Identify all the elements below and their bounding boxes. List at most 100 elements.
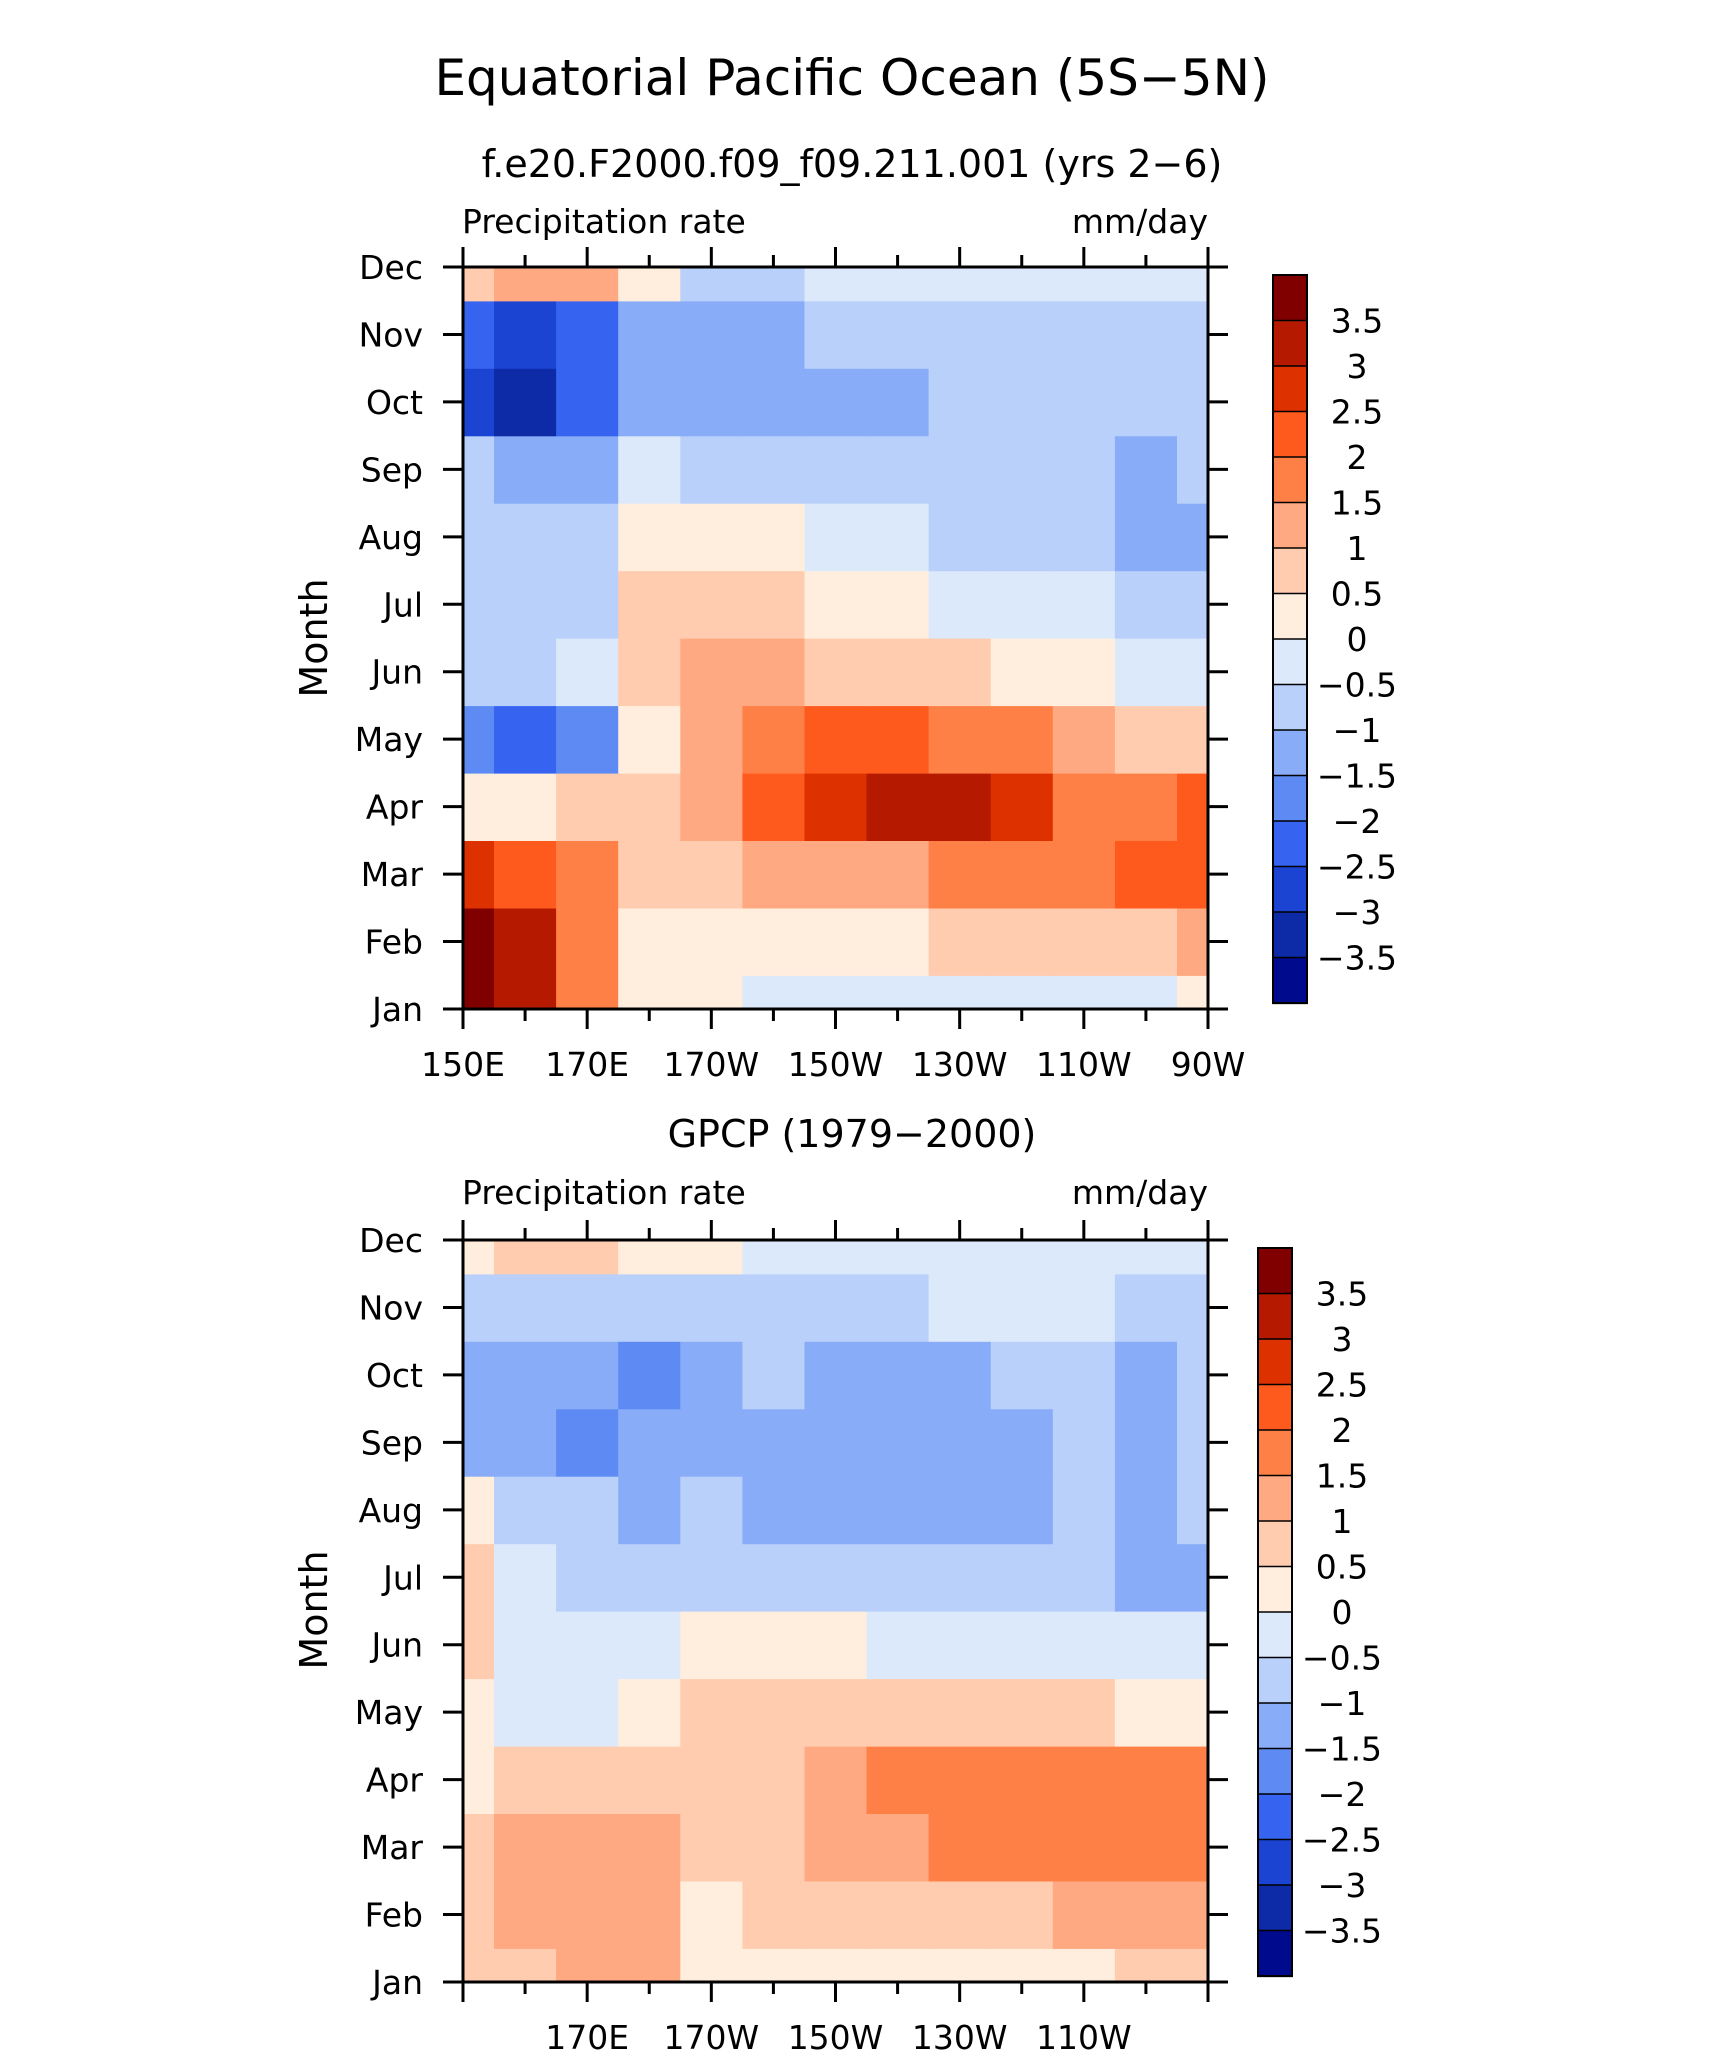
heatmap-cell (804, 840, 868, 909)
y-tick-label: Feb (365, 923, 423, 962)
heatmap-cell (1052, 1813, 1116, 1882)
heatmap-cell (680, 1678, 743, 1747)
colorbar-label: −3.5 (1302, 1912, 1382, 1951)
heatmap-cell (866, 1408, 930, 1477)
heatmap-cell (618, 975, 681, 1009)
heatmap-cell (866, 300, 930, 369)
heatmap-cell (680, 1476, 743, 1545)
heatmap-cell (1052, 1408, 1116, 1477)
heatmap-cell (742, 840, 806, 909)
colorbar-swatch (1257, 1929, 1293, 1978)
x-tick-label: 170W (664, 1045, 760, 1084)
heatmap-cell (742, 1341, 806, 1410)
heatmap-cell (866, 1476, 930, 1545)
heatmap-cell (1177, 300, 1208, 369)
y-tick-label: Oct (366, 1356, 423, 1395)
x-tick-label: 150E (421, 1045, 505, 1084)
heatmap-cell (463, 772, 495, 841)
heatmap-cell (990, 570, 1054, 639)
heatmap-cell (463, 1273, 495, 1342)
y-tick-label: Jul (381, 585, 423, 624)
heatmap-cell (742, 1240, 806, 1275)
heatmap-cell (866, 975, 930, 1009)
heatmap-cell (1052, 1273, 1116, 1342)
heatmap-cell (1177, 1813, 1208, 1882)
heatmap-cell (618, 907, 681, 976)
y-tick-label: Jan (370, 1963, 423, 2002)
y-tick-label: Aug (359, 1491, 423, 1530)
heatmap-cell (494, 1543, 557, 1612)
colorbar-label: 2.5 (1316, 1366, 1368, 1405)
colorbar-swatch (1272, 319, 1308, 368)
heatmap-cell (680, 772, 743, 841)
heatmap-cell (618, 267, 681, 302)
colorbar-label: 1.5 (1316, 1457, 1368, 1496)
heatmap-cell (866, 638, 930, 707)
heatmap-cell (1177, 975, 1208, 1009)
colorbar-label: −1 (1318, 1684, 1367, 1723)
colorbar-label: 1.5 (1331, 484, 1383, 523)
heatmap-cell (1052, 1745, 1116, 1814)
heatmap-cell (1114, 638, 1178, 707)
heatmap-cell (556, 1476, 619, 1545)
heatmap-cell (618, 570, 681, 639)
x-tick-label: 90W (1171, 1045, 1246, 1084)
heatmap-cell (1177, 1745, 1208, 1814)
heatmap-cell (494, 1476, 557, 1545)
heatmap-cell (742, 1408, 806, 1477)
heatmap-cell (463, 1476, 495, 1545)
colorbar-swatch (1272, 274, 1308, 322)
heatmap-cell (1177, 267, 1208, 302)
heatmap-cell (1052, 570, 1116, 639)
heatmap-cell (556, 907, 619, 976)
colorbar-swatch (1272, 683, 1308, 732)
heatmap-cell (742, 1678, 806, 1747)
colorbar-swatch (1272, 820, 1308, 868)
heatmap-cell (556, 975, 619, 1009)
heatmap-cell (1052, 1543, 1116, 1612)
heatmap-cell (1052, 1880, 1116, 1949)
heatmap-cell (1052, 1240, 1116, 1275)
heatmap-cell (866, 1678, 930, 1747)
heatmap-cell (1052, 1476, 1116, 1545)
heatmap-cell (463, 368, 495, 437)
colorbar-swatch (1272, 547, 1308, 595)
heatmap-cell (742, 1273, 806, 1342)
colorbar-swatch (1272, 638, 1308, 686)
heatmap-cell (804, 1240, 868, 1275)
panel-subtitle: GPCP (1979−2000) (668, 1112, 1037, 1156)
heatmap-cell (494, 907, 557, 976)
heatmap-cell (742, 435, 806, 504)
heatmap-cell (680, 368, 743, 437)
heatmap-cell (618, 1880, 681, 1949)
colorbar-label: 2 (1347, 438, 1368, 477)
heatmap-cell (556, 840, 619, 909)
heatmap-cell (804, 1880, 868, 1949)
y-tick-label: Apr (366, 788, 424, 827)
colorbar-swatch (1257, 1838, 1293, 1887)
heatmap-cell (804, 1678, 868, 1747)
heatmap-cell (618, 368, 681, 437)
heatmap-cell (866, 435, 930, 504)
heatmap-cell (742, 705, 806, 774)
heatmap-cell (556, 1240, 619, 1275)
colorbar-swatch (1257, 1520, 1293, 1568)
heatmap-cell (804, 1948, 868, 1982)
heatmap-cell (1052, 435, 1116, 504)
heatmap-cell (866, 772, 930, 841)
heatmap-cell (618, 1341, 681, 1410)
heatmap-cell (494, 1880, 557, 1949)
heatmap-cell (1177, 570, 1208, 639)
heatmap-cell (556, 638, 619, 707)
heatmap-cell (1114, 772, 1178, 841)
colorbar-label: −2 (1318, 1775, 1367, 1814)
heatmap-cell (1114, 1611, 1178, 1680)
heatmap-cell (618, 1813, 681, 1882)
precipitation-rate-label: Precipitation rate (462, 202, 746, 241)
heatmap-cell (928, 267, 992, 302)
heatmap-cell (990, 1813, 1054, 1882)
heatmap-cell (680, 1543, 743, 1612)
axes: Jan Feb Mar Apr May Jun Jul Aug Sep Oct Nov Dec 150E… (355, 247, 1246, 1084)
heatmap-cell (1052, 772, 1116, 841)
heatmap-cell (928, 1273, 992, 1342)
